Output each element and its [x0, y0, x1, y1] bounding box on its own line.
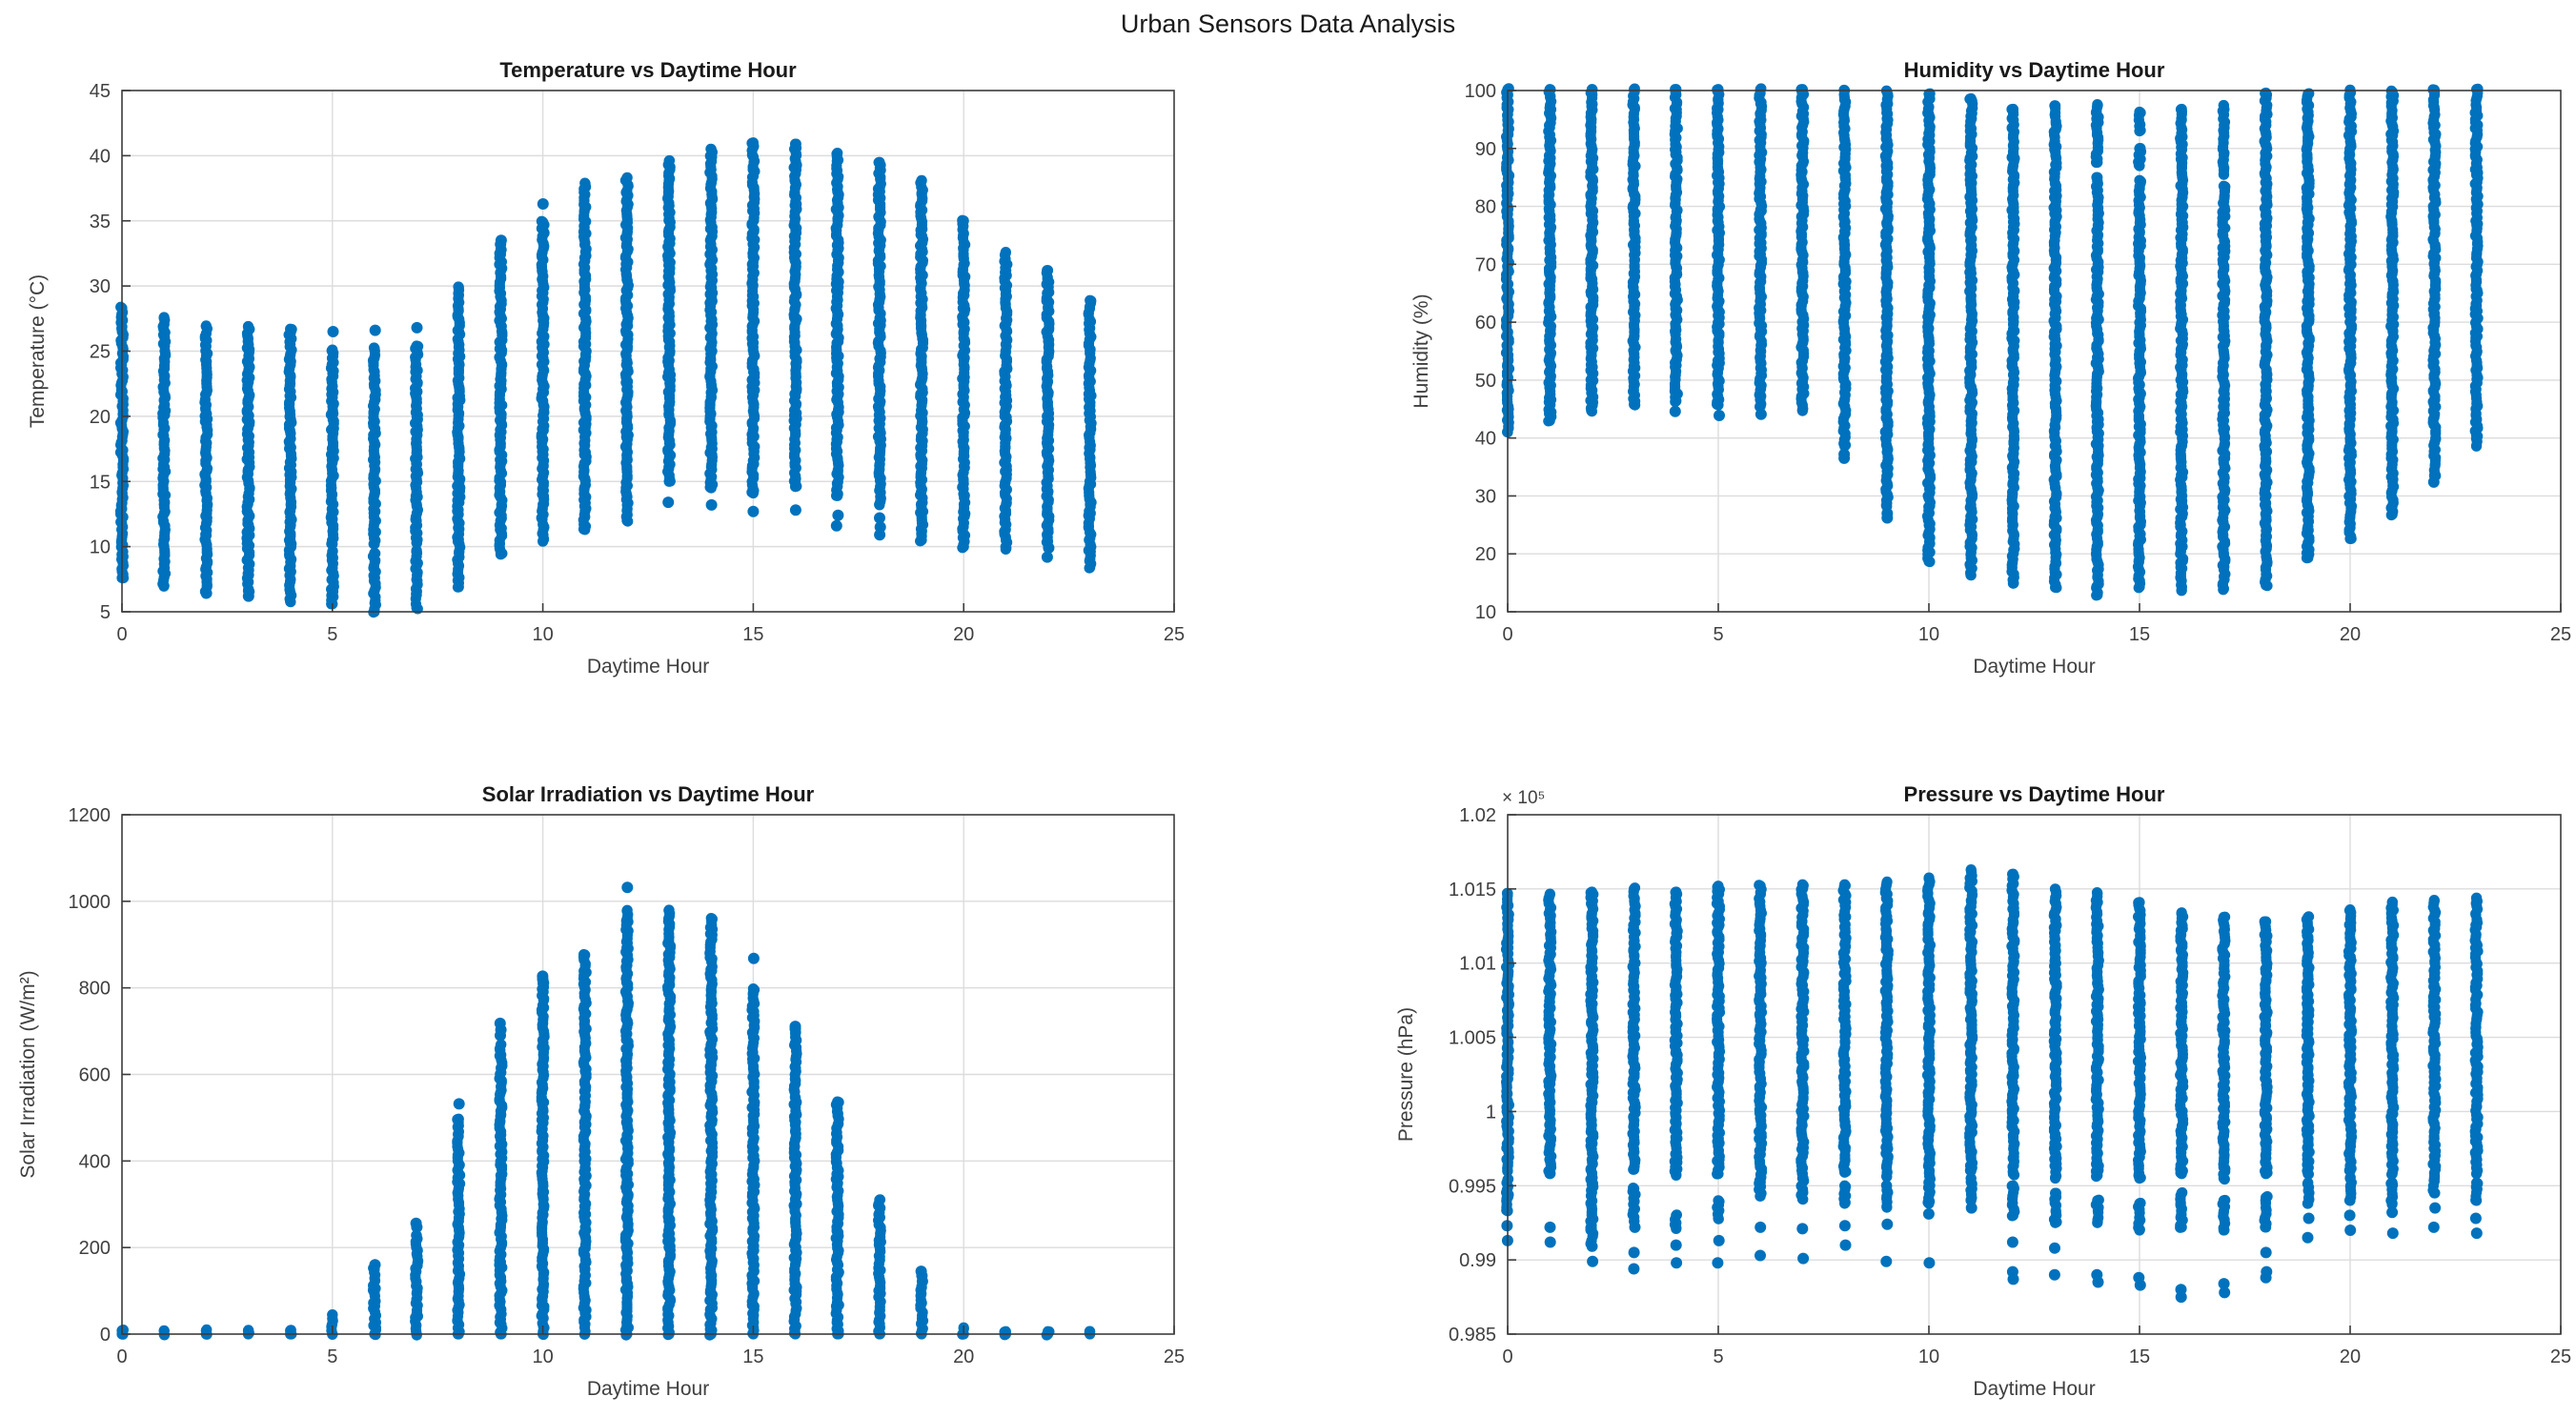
svg-text:15: 15: [742, 624, 763, 645]
grid: [1508, 815, 2561, 1334]
x-axis-label: Daytime Hour: [1973, 656, 2095, 678]
axes-box: [1507, 814, 2562, 1335]
grid: [122, 91, 1174, 612]
grid: [1508, 91, 2561, 612]
svg-text:35: 35: [90, 212, 111, 233]
axes-box: [1507, 90, 2562, 613]
scatter-points: [1500, 864, 2484, 1304]
tick-marks: [121, 814, 1175, 1335]
grid: [122, 815, 1174, 1334]
scatter-points: [1500, 83, 2484, 601]
y-axis-offset-label: × 10⁵: [1502, 788, 1545, 808]
y-axis-label: Temperature (°C): [27, 274, 49, 428]
svg-text:20: 20: [953, 624, 974, 645]
chart-title: Pressure vs Daytime Hour: [1904, 782, 2165, 806]
scatter-points: [114, 137, 1097, 618]
tick-marks: [121, 90, 1175, 613]
x-axis-label: Daytime Hour: [1973, 1378, 2095, 1400]
svg-text:45: 45: [90, 81, 111, 102]
x-axis-label: Daytime Hour: [587, 1378, 709, 1400]
svg-text:25: 25: [1164, 624, 1185, 645]
pressure-chart: 0 5 10 15 20 250.9850.990.99511.0051.011.0151…: [1395, 782, 2571, 1400]
chart-title: Humidity vs Daytime Hour: [1904, 58, 2165, 82]
chart-title: Temperature vs Daytime Hour: [499, 58, 797, 82]
chart-title: Solar Irradiation vs Daytime Hour: [482, 782, 815, 806]
y-axis-label: Pressure (hPa): [1395, 1007, 1417, 1142]
scatter-points: [116, 881, 1096, 1341]
x-axis-label: Daytime Hour: [587, 656, 709, 678]
svg-text:10: 10: [532, 624, 553, 645]
tick-labels: 0 5 10 15 20 250.9850.990.99511.0051.011.0151…: [1449, 805, 2571, 1367]
svg-text:40: 40: [90, 146, 111, 167]
svg-text:30: 30: [90, 276, 111, 297]
svg-text:20: 20: [90, 407, 111, 428]
svg-text:25: 25: [90, 342, 111, 363]
figure-title: Urban Sensors Data Analysis: [1120, 10, 1456, 38]
svg-text:5: 5: [327, 624, 337, 645]
svg-text:0: 0: [116, 624, 127, 645]
svg-text:5: 5: [100, 602, 111, 623]
y-axis-label: Humidity (%): [1410, 294, 1432, 408]
svg-text:15: 15: [90, 472, 111, 493]
tick-marks: [1507, 90, 2562, 613]
y-axis-label: Solar Irradiation (W/m²): [17, 970, 39, 1178]
humidity-chart: 0 5 10 15 20 25102030405060708090100Humidity …: [1410, 58, 2571, 678]
tick-marks: [1507, 814, 2562, 1335]
svg-text:10: 10: [90, 537, 111, 558]
